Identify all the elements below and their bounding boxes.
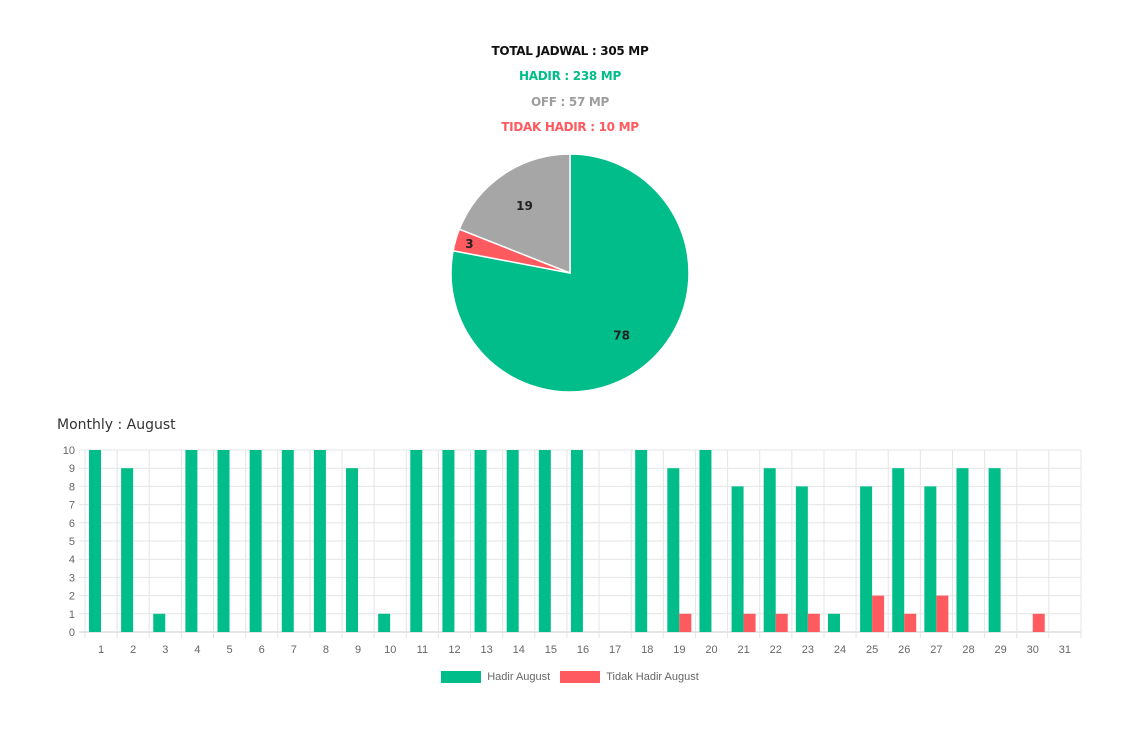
bar-tidak-hadir[interactable] (936, 595, 949, 632)
bar-hadir[interactable] (378, 613, 391, 632)
bar-hadir[interactable] (313, 450, 326, 632)
bar-hadir[interactable] (956, 468, 969, 632)
monthly-title: Monthly : August (57, 417, 176, 433)
summary-tidak-hadir: TIDAK HADIR : 10 MP (501, 120, 639, 134)
legend-item-hadir[interactable]: Hadir August (441, 671, 550, 683)
bar-tidak-hadir[interactable] (807, 613, 820, 632)
x-tick-label: 8 (323, 644, 329, 656)
x-tick-label: 14 (513, 644, 525, 656)
legend-swatch-hadir (441, 671, 482, 683)
x-tick-label: 12 (448, 644, 460, 656)
summary-off: OFF : 57 MP (530, 95, 610, 109)
x-tick-label: 16 (577, 644, 589, 656)
bar-hadir[interactable] (442, 450, 455, 632)
x-tick-label: 26 (898, 644, 910, 656)
x-tick-label: 24 (834, 644, 846, 656)
bar-hadir[interactable] (538, 450, 551, 632)
chart-legend: Hadir August Tidak Hadir August (0, 671, 1140, 683)
bar-hadir[interactable] (281, 450, 294, 632)
bar-hadir[interactable] (731, 486, 744, 632)
x-tick-label: 1 (98, 644, 104, 656)
x-tick-label: 28 (962, 644, 974, 656)
attendance-pie-chart: 78 3 19 (450, 153, 690, 393)
bar-tidak-hadir[interactable] (904, 613, 917, 632)
x-tick-label: 30 (1027, 644, 1039, 656)
y-tick-label: 4 (69, 554, 75, 566)
bar-hadir[interactable] (346, 468, 359, 632)
x-tick-label: 29 (995, 644, 1007, 656)
x-tick-label: 13 (480, 644, 492, 656)
bar-hadir[interactable] (827, 613, 840, 632)
y-tick-label: 10 (63, 445, 75, 457)
bar-hadir[interactable] (89, 450, 101, 632)
y-tick-label: 2 (69, 591, 75, 603)
y-tick-label: 1 (69, 609, 75, 621)
pie-data-label: 3 (465, 237, 473, 251)
pie-data-label: 78 (613, 328, 630, 342)
y-tick-label: 9 (69, 463, 75, 475)
bar-hadir[interactable] (217, 450, 230, 632)
bar-hadir[interactable] (699, 450, 712, 632)
y-tick-label: 6 (69, 518, 75, 530)
pie-data-label: 19 (516, 199, 533, 213)
legend-label-hadir: Hadir August (487, 671, 551, 683)
x-tick-label: 31 (1059, 644, 1071, 656)
bar-hadir[interactable] (795, 486, 808, 632)
y-tick-label: 8 (69, 481, 75, 493)
x-tick-label: 3 (162, 644, 168, 656)
x-tick-label: 19 (673, 644, 685, 656)
bar-hadir[interactable] (763, 468, 776, 632)
bar-hadir[interactable] (121, 468, 134, 632)
x-tick-label: 10 (384, 644, 396, 656)
x-tick-label: 6 (259, 644, 265, 656)
bar-tidak-hadir[interactable] (743, 613, 756, 632)
bar-hadir[interactable] (667, 468, 680, 632)
x-tick-label: 20 (705, 644, 717, 656)
pie-slice-off[interactable] (458, 153, 571, 275)
bar-tidak-hadir[interactable] (775, 613, 788, 632)
bar-tidak-hadir[interactable] (1032, 613, 1045, 632)
x-tick-label: 11 (417, 644, 428, 656)
y-tick-label: 0 (69, 627, 75, 639)
bar-hadir[interactable] (988, 468, 1001, 632)
y-tick-label: 7 (69, 500, 75, 512)
bar-hadir[interactable] (506, 450, 519, 632)
bar-hadir[interactable] (924, 486, 937, 632)
bar-hadir[interactable] (410, 450, 423, 632)
x-tick-label: 9 (355, 644, 361, 656)
x-tick-label: 15 (545, 644, 557, 656)
bar-tidak-hadir[interactable] (679, 613, 692, 632)
bar-hadir[interactable] (570, 450, 583, 632)
legend-label-tidak-hadir: Tidak Hadir August (606, 671, 699, 683)
x-tick-label: 17 (609, 644, 621, 656)
legend-swatch-tidak-hadir (560, 671, 601, 683)
legend-item-tidak-hadir[interactable]: Tidak Hadir August (560, 671, 699, 683)
bar-hadir[interactable] (153, 613, 166, 632)
bar-hadir[interactable] (860, 486, 873, 632)
x-tick-label: 5 (227, 644, 233, 656)
x-tick-label: 4 (194, 644, 200, 656)
x-tick-label: 21 (738, 644, 750, 656)
x-tick-label: 2 (130, 644, 136, 656)
x-tick-label: 22 (770, 644, 782, 656)
bar-hadir[interactable] (185, 450, 198, 632)
bar-hadir[interactable] (474, 450, 487, 632)
x-tick-label: 18 (641, 644, 653, 656)
bar-hadir[interactable] (249, 450, 262, 632)
y-tick-label: 3 (69, 572, 75, 584)
x-tick-label: 25 (866, 644, 878, 656)
summary-total: TOTAL JADWAL : 305 MP (491, 44, 649, 58)
bar-hadir[interactable] (635, 450, 648, 632)
summary-hadir: HADIR : 238 MP (519, 69, 621, 83)
y-tick-label: 5 (69, 536, 75, 548)
x-tick-label: 7 (291, 644, 297, 656)
bar-hadir[interactable] (892, 468, 905, 632)
x-tick-label: 23 (802, 644, 814, 656)
bar-tidak-hadir[interactable] (872, 595, 885, 632)
x-tick-label: 27 (930, 644, 942, 656)
